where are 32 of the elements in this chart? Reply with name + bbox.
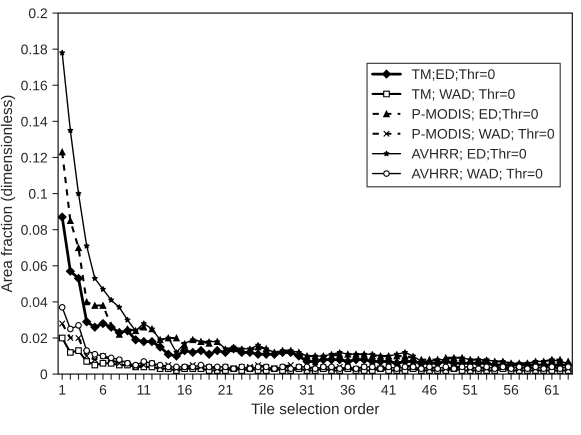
x-tick-label: 46 bbox=[422, 384, 437, 395]
y-tick-label: 0.04 bbox=[21, 297, 48, 308]
x-tick-label: 61 bbox=[544, 384, 559, 395]
y-tick-label: 0.2 bbox=[28, 8, 47, 18]
x-tick-label: 56 bbox=[504, 384, 518, 395]
y-tick-label: 0.02 bbox=[21, 333, 47, 344]
y-axis-title: Area fraction (dimensionless) bbox=[0, 96, 16, 292]
legend-label: AVHRR; WAD; Thr=0 bbox=[412, 168, 542, 180]
y-tick-label: 0.08 bbox=[21, 225, 48, 235]
x-tick-label: 21 bbox=[218, 384, 232, 395]
y-tick-label: 0.12 bbox=[21, 152, 47, 163]
x-tick-label: 41 bbox=[381, 385, 396, 395]
y-tick-label: 0.18 bbox=[21, 44, 48, 54]
x-axis-title: Tile selection order bbox=[251, 403, 380, 414]
x-tick-label: 1 bbox=[59, 385, 66, 395]
y-tick-label: 0 bbox=[40, 369, 48, 380]
x-tick-label: 26 bbox=[259, 384, 274, 395]
legend-label: P-MODIS; ED;Thr=0 bbox=[412, 108, 538, 120]
legend-label: TM;ED;Thr=0 bbox=[412, 68, 495, 81]
legend-label: TM; WAD; Thr=0 bbox=[412, 88, 515, 101]
x-tick-label: 51 bbox=[463, 385, 478, 395]
y-tick-label: 0.06 bbox=[21, 261, 48, 271]
legend-label: P-MODIS; WAD; Thr=0 bbox=[412, 128, 554, 140]
y-tick-label: 0.1 bbox=[28, 188, 48, 199]
y-tick-label: 0.14 bbox=[21, 116, 48, 127]
x-tick-label: 16 bbox=[178, 384, 192, 395]
x-tick-label: 6 bbox=[100, 384, 106, 395]
x-tick-label: 11 bbox=[138, 385, 150, 395]
x-tick-label: 31 bbox=[300, 384, 314, 395]
y-tick-label: 0.16 bbox=[21, 80, 48, 90]
x-tick-label: 36 bbox=[340, 384, 355, 395]
legend-label: AVHRR; ED;Thr=0 bbox=[412, 148, 526, 160]
